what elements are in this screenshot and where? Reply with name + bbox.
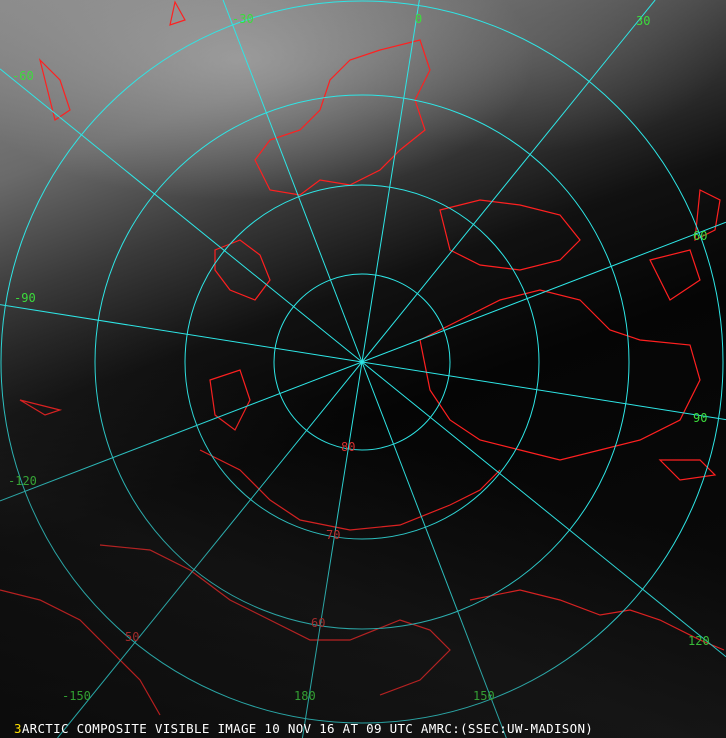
longitude-label-60: 60 [693,229,707,243]
coastline-segment [214,239,271,301]
longitude-label-0: 0 [415,12,422,26]
coastline-segment [658,459,717,481]
caption-text: ARCTIC COMPOSITE VISIBLE IMAGE 10 NOV 16… [21,721,594,736]
latitude-label-70: 70 [326,528,340,542]
longitude-label--60: -60 [12,69,34,83]
coastline-segment [38,58,71,121]
meridian-0 [361,0,420,363]
meridian--60 [0,68,363,363]
meridian--150 [57,361,363,738]
longitude-label-180: 180 [294,689,316,703]
latitude-label-50: 50 [125,630,139,644]
longitude-label-90: 90 [693,411,707,425]
coastline-segment [199,449,501,531]
meridian--90 [0,304,363,363]
meridian-30 [361,0,656,363]
longitude-label--90: -90 [14,291,36,305]
latitude-circle-70 [184,184,540,540]
coastline-segment [469,589,725,651]
meridian-180 [301,361,363,738]
latitude-label-60: 60 [311,616,325,630]
meridian-120 [361,361,726,658]
coastline-segment [254,39,431,196]
coastline-segment [439,199,581,271]
coastline-segment [649,249,701,301]
meridian-90 [361,361,726,421]
coastline-segment [169,0,186,26]
coastline-segment [19,399,63,416]
longitude-label--150: -150 [62,689,91,703]
coastlines [0,0,725,716]
longitude-label-120: 120 [688,634,710,648]
graticule-labels: 0 30 60 90 120 150 180 -150 -120 -90 -60 -30 80 70 60 5… [8,12,710,703]
coastline-segment [99,544,451,696]
longitude-label-150: 150 [473,689,495,703]
coastline-segment [0,589,161,716]
frame-number: 3 [14,721,22,736]
longitude-label--30: -30 [232,12,254,26]
meridian-60 [361,221,726,363]
meridian-150 [361,361,507,738]
longitude-label--120: -120 [8,474,37,488]
latitude-circle-60 [94,94,630,630]
latitude-label-80: 80 [341,440,355,454]
meridian--30 [222,0,363,363]
coastline-segment [419,289,701,461]
latitude-circle-80 [273,273,451,451]
latitude-circles [0,0,724,724]
coastline-segment [694,189,721,242]
image-caption: 3ARCTIC COMPOSITE VISIBLE IMAGE 10 NOV 1… [14,722,593,736]
meridian--120 [0,361,363,502]
latitude-circle-50 [0,0,724,724]
coastline-segment [209,369,251,431]
longitude-label-30: 30 [636,14,650,28]
